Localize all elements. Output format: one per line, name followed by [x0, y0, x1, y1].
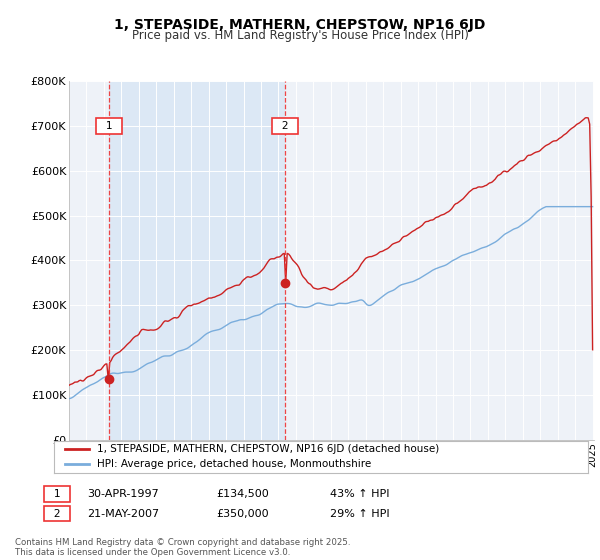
Text: £350,000: £350,000: [216, 508, 269, 519]
Text: HPI: Average price, detached house, Monmouthshire: HPI: Average price, detached house, Monm…: [97, 459, 371, 469]
Text: 30-APR-1997: 30-APR-1997: [87, 489, 159, 499]
Text: 1: 1: [47, 489, 67, 499]
Bar: [109, 81, 285, 440]
Text: Contains HM Land Registry data © Crown copyright and database right 2025.
This d: Contains HM Land Registry data © Crown c…: [15, 538, 350, 557]
Text: 2: 2: [47, 508, 67, 519]
Text: 43% ↑ HPI: 43% ↑ HPI: [330, 489, 389, 499]
Text: 1, STEPASIDE, MATHERN, CHEPSTOW, NP16 6JD (detached house): 1, STEPASIDE, MATHERN, CHEPSTOW, NP16 6J…: [97, 445, 439, 455]
Text: 21-MAY-2007: 21-MAY-2007: [87, 508, 159, 519]
Text: £134,500: £134,500: [216, 489, 269, 499]
Text: 1, STEPASIDE, MATHERN, CHEPSTOW, NP16 6JD: 1, STEPASIDE, MATHERN, CHEPSTOW, NP16 6J…: [115, 18, 485, 32]
Text: 1: 1: [99, 121, 119, 131]
Text: 2: 2: [275, 121, 295, 131]
Text: Price paid vs. HM Land Registry's House Price Index (HPI): Price paid vs. HM Land Registry's House …: [131, 29, 469, 42]
Text: 29% ↑ HPI: 29% ↑ HPI: [330, 508, 389, 519]
